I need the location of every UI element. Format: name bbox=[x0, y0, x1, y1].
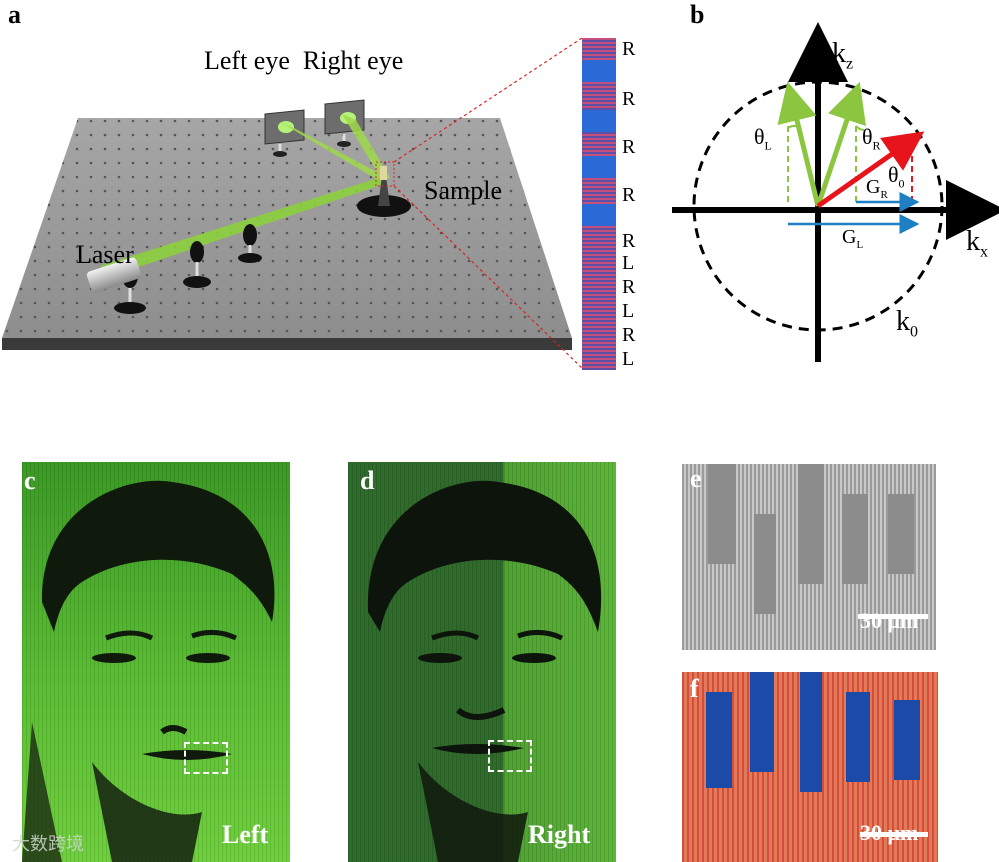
optical-micrograph bbox=[682, 672, 938, 862]
stripe-label: R bbox=[622, 324, 636, 346]
stripe-label: R bbox=[622, 184, 636, 206]
laser-body bbox=[86, 257, 142, 293]
panel-f-letter: f bbox=[690, 674, 699, 703]
stripe-label: R bbox=[622, 276, 636, 298]
incident-vector bbox=[816, 131, 925, 209]
stripe-label: R bbox=[622, 38, 636, 60]
stripe-label: R bbox=[622, 88, 636, 110]
eye-labels: Left eye Right eye bbox=[204, 46, 404, 75]
watermark-text: 大数跨境 bbox=[12, 834, 84, 855]
panel-e-letter: e bbox=[690, 464, 702, 493]
G-L-label: GL bbox=[842, 226, 864, 251]
theta-L-label: θL bbox=[754, 124, 772, 153]
G-R-label: GR bbox=[866, 176, 888, 201]
stripe-label: L bbox=[622, 252, 635, 274]
stripe-label: R bbox=[622, 230, 636, 252]
panel-d-letter: d bbox=[360, 466, 375, 495]
k-space-diagram bbox=[672, 22, 999, 362]
left-diffraction-vector bbox=[777, 81, 821, 207]
stripe-label: L bbox=[622, 348, 635, 370]
theta-0-label: θ0 bbox=[888, 162, 905, 191]
left-caption: Left bbox=[222, 820, 269, 849]
right-eye-beam bbox=[342, 114, 390, 180]
face-image-left bbox=[22, 462, 290, 862]
scale-bar-e: 30 μm bbox=[860, 608, 919, 633]
theta-R-label: θR bbox=[862, 124, 881, 153]
panel-c-letter: c bbox=[24, 466, 36, 495]
right-diffraction-vector bbox=[815, 81, 866, 207]
right-caption: Right bbox=[528, 820, 591, 849]
zoomed-stripe bbox=[582, 38, 616, 370]
laser-beam bbox=[100, 178, 384, 276]
stripe-label: L bbox=[622, 300, 635, 322]
table-edge bbox=[2, 338, 572, 350]
k0-label: k0 bbox=[896, 306, 918, 341]
sem-image bbox=[682, 464, 936, 650]
face-image-right bbox=[348, 462, 616, 862]
sample-label: Sample bbox=[424, 176, 502, 205]
kx-label: kx bbox=[966, 226, 988, 261]
stripe-label: R bbox=[622, 136, 636, 158]
laser-label: Laser bbox=[76, 240, 134, 269]
left-eye-beam bbox=[280, 122, 388, 180]
scale-bar-f: 30 μm bbox=[860, 820, 919, 845]
panel-b-letter: b bbox=[690, 0, 705, 29]
optical-table-illustration bbox=[2, 37, 583, 369]
kz-label: kz bbox=[832, 38, 854, 73]
panel-a-letter: a bbox=[8, 0, 21, 29]
